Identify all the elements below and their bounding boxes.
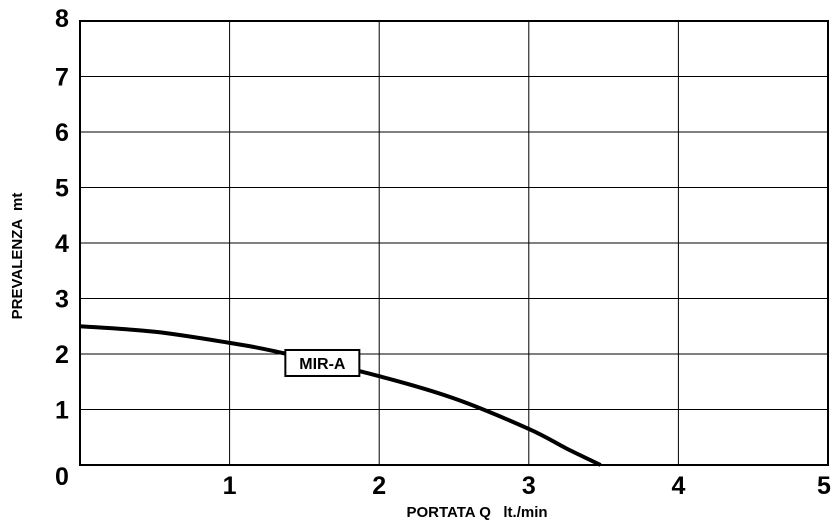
series-line-mir-a xyxy=(79,324,602,467)
x-tick-label: 3 xyxy=(522,472,536,500)
x-tick-label: 1 xyxy=(223,472,237,500)
y-tick-label: 6 xyxy=(55,119,69,147)
x-tick-label: 5 xyxy=(817,472,831,500)
y-tick-label: 5 xyxy=(55,175,69,203)
series-label-box xyxy=(284,348,361,377)
series-group: MIR-A xyxy=(79,324,602,467)
y-tick-label: 1 xyxy=(55,397,69,425)
y-axis-label: PREVALENZA mt xyxy=(9,193,26,320)
x-tick-label: 2 xyxy=(372,472,386,500)
y-tick-label: 7 xyxy=(55,64,69,92)
y-tick-labels: 0 1 2 3 4 5 6 7 8 xyxy=(55,5,69,491)
x-tick-label: 4 xyxy=(671,472,685,500)
y-tick-label: 4 xyxy=(55,230,69,258)
grid xyxy=(80,21,828,465)
x-axis-label: PORTATA Q lt./min xyxy=(406,504,547,521)
series-label: MIR-A xyxy=(299,356,346,373)
plot-frame xyxy=(79,20,829,466)
y-tick-label: 8 xyxy=(55,5,69,33)
x-tick-labels: 1 2 3 4 5 xyxy=(223,472,831,500)
y-tick-label: 2 xyxy=(55,341,69,369)
y-tick-label: 0 xyxy=(55,463,69,491)
y-tick-label: 3 xyxy=(55,286,69,314)
